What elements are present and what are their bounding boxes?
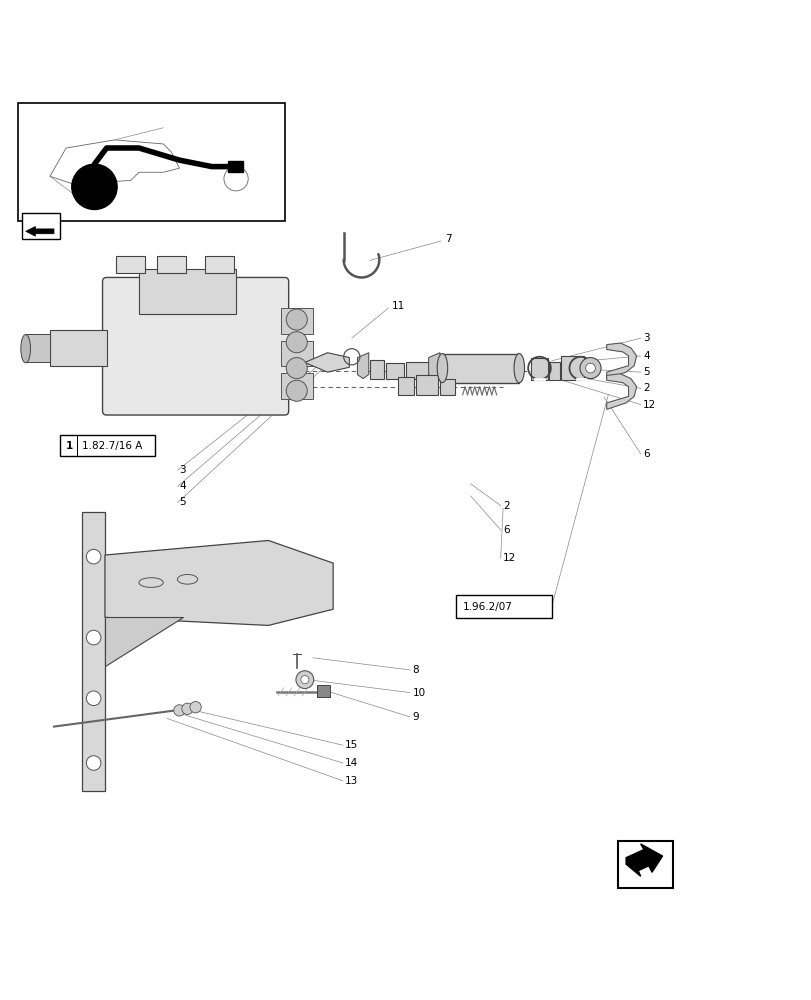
Bar — [442, 354, 519, 383]
Bar — [397, 377, 414, 395]
Bar — [281, 308, 312, 334]
Ellipse shape — [513, 354, 524, 383]
Bar — [59, 435, 155, 456]
Circle shape — [174, 705, 185, 716]
Text: 3: 3 — [642, 333, 649, 343]
Circle shape — [300, 676, 308, 684]
Circle shape — [295, 671, 313, 689]
Bar — [617, 841, 672, 888]
Bar — [415, 375, 438, 395]
Circle shape — [286, 358, 307, 379]
Ellipse shape — [436, 354, 447, 383]
Text: 13: 13 — [345, 776, 358, 786]
Text: 4: 4 — [642, 351, 649, 361]
Text: 4: 4 — [179, 481, 186, 491]
Circle shape — [286, 380, 307, 401]
Text: 11: 11 — [391, 301, 404, 311]
Circle shape — [190, 701, 201, 713]
Circle shape — [182, 703, 193, 714]
Text: 2: 2 — [503, 501, 509, 511]
FancyBboxPatch shape — [102, 277, 288, 415]
Bar — [281, 341, 312, 366]
Circle shape — [86, 756, 101, 770]
Circle shape — [71, 164, 117, 209]
Text: 12: 12 — [642, 400, 655, 410]
Circle shape — [579, 358, 600, 379]
Bar — [440, 379, 454, 395]
Polygon shape — [357, 353, 368, 379]
Bar — [369, 360, 384, 379]
Circle shape — [86, 549, 101, 564]
Bar — [548, 362, 559, 380]
Circle shape — [286, 332, 307, 353]
Circle shape — [86, 691, 101, 706]
Polygon shape — [50, 330, 106, 366]
Text: 15: 15 — [345, 740, 358, 750]
Bar — [560, 356, 583, 380]
Text: 12: 12 — [503, 553, 516, 563]
Circle shape — [286, 309, 307, 330]
Text: 1: 1 — [65, 441, 72, 451]
Text: 6: 6 — [642, 449, 649, 459]
Bar — [281, 373, 312, 399]
Bar — [228, 161, 242, 172]
Text: 14: 14 — [345, 758, 358, 768]
Bar — [22, 213, 60, 239]
Polygon shape — [105, 540, 333, 625]
Bar — [18, 103, 285, 221]
Text: 9: 9 — [412, 712, 418, 722]
Bar — [316, 685, 329, 697]
Text: 5: 5 — [642, 367, 649, 377]
Text: 2: 2 — [642, 383, 649, 393]
Polygon shape — [82, 512, 105, 791]
Text: 6: 6 — [503, 525, 509, 535]
Polygon shape — [606, 374, 636, 409]
Polygon shape — [606, 343, 636, 379]
Text: 1.82.7/16 A: 1.82.7/16 A — [82, 441, 143, 451]
Polygon shape — [428, 353, 440, 379]
Circle shape — [585, 363, 594, 373]
Bar — [385, 363, 403, 379]
Polygon shape — [26, 226, 54, 236]
Text: 1.96.2/07: 1.96.2/07 — [462, 602, 512, 612]
Text: 3: 3 — [179, 465, 186, 475]
Polygon shape — [625, 844, 662, 876]
Bar — [139, 269, 236, 314]
Bar — [116, 256, 145, 273]
Bar — [456, 595, 551, 618]
Bar — [157, 256, 186, 273]
Polygon shape — [105, 617, 183, 666]
Text: 5: 5 — [179, 497, 186, 507]
Text: 8: 8 — [412, 665, 418, 675]
Text: 10: 10 — [412, 688, 425, 698]
Circle shape — [86, 630, 101, 645]
Polygon shape — [304, 353, 349, 372]
Bar — [205, 256, 234, 273]
Polygon shape — [26, 334, 50, 362]
Text: 7: 7 — [444, 234, 451, 244]
Bar — [406, 362, 428, 379]
Bar — [530, 358, 547, 380]
Ellipse shape — [21, 335, 31, 363]
